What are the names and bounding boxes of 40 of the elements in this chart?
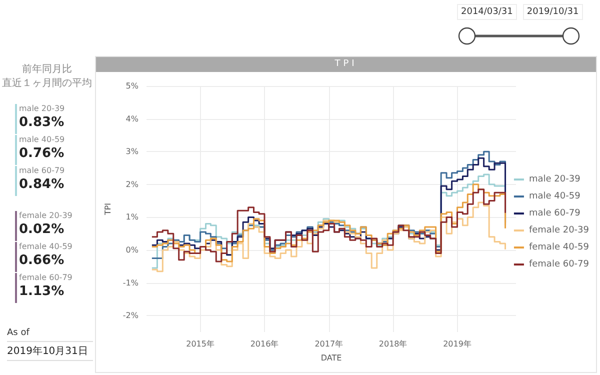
text: 0.84% bbox=[19, 177, 64, 192]
text: 1.13% bbox=[19, 284, 64, 299]
text: As of bbox=[7, 328, 30, 338]
x-tick-label: 2018年 bbox=[378, 340, 408, 348]
chart-title: TPI bbox=[96, 57, 596, 72]
text: 2019年10月31日 bbox=[7, 341, 93, 361]
y-axis-title: TPI bbox=[104, 202, 112, 216]
y-tick-label: 2% bbox=[126, 180, 139, 189]
text: 前年同月比 bbox=[21, 62, 73, 76]
text: 2019/10/31 bbox=[522, 4, 583, 20]
y-tick-label: 1% bbox=[126, 212, 139, 222]
text: 0.83% bbox=[19, 115, 64, 130]
legend-label: female 20-39 bbox=[528, 226, 590, 236]
text: 0.66% bbox=[19, 253, 64, 268]
text: 直近１ヶ月間の平均 bbox=[1, 76, 93, 90]
text: 0.02% bbox=[19, 222, 64, 237]
category-label: female 20-39 bbox=[19, 211, 74, 221]
y-tick-label: 5% bbox=[126, 82, 139, 90]
x-tick-label: 2017年 bbox=[314, 340, 344, 348]
x-axis-title: DATE bbox=[320, 354, 342, 362]
y-tick-label: 3% bbox=[126, 147, 139, 156]
x-tick-label: 2015年 bbox=[186, 340, 214, 348]
x-tick-label: 2019年 bbox=[443, 340, 472, 348]
legend-label: male 60-79 bbox=[528, 208, 581, 218]
category-label: female 60-79 bbox=[19, 273, 74, 283]
category-label: male 60-79 bbox=[19, 166, 66, 176]
y-tick-label: -1% bbox=[122, 278, 139, 288]
legend-label: male 20-39 bbox=[528, 174, 581, 184]
y-tick-label: 4% bbox=[126, 114, 139, 124]
y-tick-label: 0% bbox=[126, 246, 139, 254]
y-tick-label: -2% bbox=[122, 311, 139, 320]
category-label: male 20-39 bbox=[19, 104, 66, 114]
legend-label: female 60-79 bbox=[528, 260, 590, 270]
category-label: female 40-59 bbox=[19, 242, 74, 252]
text: 0.76% bbox=[19, 146, 64, 161]
category-label: male 40-59 bbox=[19, 135, 66, 145]
legend-label: male 40-59 bbox=[528, 192, 581, 202]
legend-label: female 40-59 bbox=[528, 242, 590, 252]
text: 2014/03/31 bbox=[457, 4, 517, 20]
x-tick-label: 2016年 bbox=[250, 340, 279, 348]
